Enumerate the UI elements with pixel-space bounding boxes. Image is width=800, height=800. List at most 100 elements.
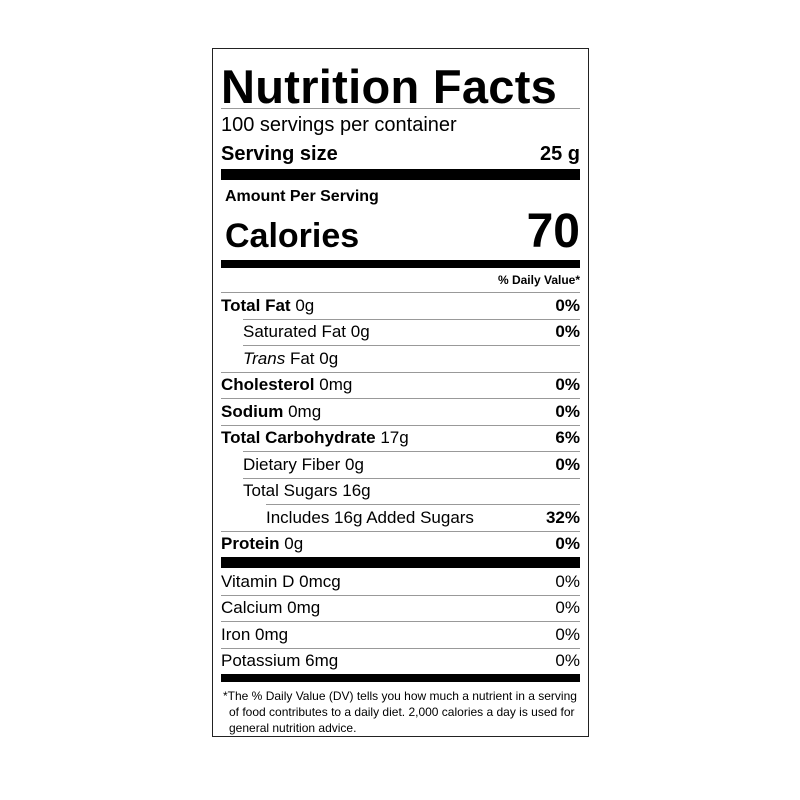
servings-per-container: 100 servings per container: [221, 114, 457, 136]
nutrient-content: Total Fat 0g 0%: [221, 292, 580, 319]
nutrient-daily-value: 6%: [555, 428, 580, 448]
calories-label: Calories: [225, 217, 360, 255]
nutrient-amount: 0mg: [319, 375, 353, 395]
nutrient-row: Sodium 0mg 0%: [221, 398, 580, 425]
nutrient-daily-value: 0%: [555, 401, 580, 421]
nutrient-content: Total Sugars 16g: [243, 478, 580, 505]
nutrient-name: Sodium: [221, 401, 284, 421]
amount-per-serving: Amount Per Serving: [225, 188, 379, 205]
divider: [221, 371, 580, 373]
vitamin-list: Vitamin D 0mcg 0% Calcium 0mg 0% Iron 0mg 0% P…: [221, 568, 580, 674]
nutrient-amount: 0g: [295, 295, 315, 315]
vitamin-amount: 0mg: [287, 598, 321, 618]
vitamin-name: Calcium: [221, 598, 283, 618]
nutrient-content: Trans Fat 0g: [243, 345, 580, 372]
nutrient-row: Total Sugars 16g: [221, 477, 580, 505]
nutrient-content: Sodium 0mg 0%: [221, 398, 580, 425]
footnote: *The % Daily Value (DV) tells you how mu…: [221, 688, 580, 736]
divider: [221, 108, 580, 109]
nutrient-name: Includes 16g Added Sugars: [266, 507, 474, 527]
nutrient-row: Saturated Fat 0g 0%: [221, 318, 580, 346]
nutrient-name-suffix: Fat: [289, 348, 315, 368]
nutrient-row: Total Fat 0g 0%: [221, 292, 580, 319]
nutrient-label: Total Carbohydrate 17g: [221, 428, 409, 448]
nutrient-row: Trans Fat 0g: [221, 345, 580, 372]
nutrient-label: Includes 16g Added Sugars: [266, 508, 474, 528]
serving-size-value: 25 g: [539, 143, 580, 165]
nutrient-daily-value: 0%: [555, 375, 580, 395]
footnote-text: The % Daily Value (DV) tells you how muc…: [227, 689, 577, 735]
nutrient-content: Protein 0g 0%: [221, 531, 580, 558]
nutrient-label: Total Fat 0g: [221, 296, 314, 316]
vitamin-name: Vitamin D: [221, 571, 295, 591]
divider: [221, 292, 580, 293]
daily-value-header: % Daily Value*: [497, 273, 580, 287]
nutrient-content: Cholesterol 0mg 0%: [221, 372, 580, 399]
calories-row: Calories 70: [221, 206, 580, 256]
divider: [266, 504, 580, 505]
nutrient-name: Dietary Fiber: [243, 454, 341, 474]
nutrient-daily-value: 0%: [555, 295, 580, 315]
nutrient-name: Protein: [221, 534, 280, 554]
nutrient-label: Sodium 0mg: [221, 402, 321, 422]
nutrient-amount: 0mg: [288, 401, 322, 421]
nutrient-label: Cholesterol 0mg: [221, 375, 352, 395]
nutrient-name: Total Carbohydrate: [221, 428, 376, 448]
nutrient-amount: 0g: [345, 454, 364, 474]
nutrient-content: Saturated Fat 0g 0%: [243, 319, 580, 346]
label-title: Nutrition Facts: [221, 60, 558, 113]
divider: [243, 318, 580, 320]
vitamin-daily-value: 0%: [555, 624, 580, 644]
divider: [221, 398, 580, 399]
nutrient-name: Cholesterol: [221, 375, 315, 395]
nutrient-amount: 17g: [380, 428, 409, 448]
nutrient-row: Includes 16g Added Sugars 32%: [221, 504, 580, 531]
vitamin-amount: 6mg: [305, 651, 339, 671]
nutrient-name: Trans: [243, 348, 286, 368]
divider: [221, 530, 580, 532]
nutrient-content: Includes 16g Added Sugars 32%: [266, 504, 580, 531]
nutrient-row: Total Carbohydrate 17g 6%: [221, 424, 580, 452]
nutrient-label: Total Sugars 16g: [243, 481, 371, 501]
vitamin-name: Potassium: [221, 651, 301, 671]
nutrient-daily-value: 0%: [555, 534, 580, 554]
footnote-mark: *: [223, 689, 228, 703]
nutrient-row: Protein 0g 0%: [221, 530, 580, 558]
vitamin-content: Calcium 0mg 0%: [221, 595, 580, 622]
vitamin-daily-value: 0%: [555, 651, 580, 671]
nutrient-amount: 0g: [319, 348, 339, 368]
vitamin-label: Vitamin D 0mcg: [221, 572, 341, 592]
vitamin-row: Vitamin D 0mcg 0%: [221, 568, 580, 595]
calories-value: 70: [526, 205, 580, 258]
divider: [221, 594, 580, 596]
vitamin-content: Vitamin D 0mcg 0%: [221, 568, 580, 595]
serving-size-label: Serving size: [221, 143, 338, 165]
nutrient-label: Trans Fat 0g: [243, 349, 338, 369]
nutrient-daily-value: 32%: [545, 507, 580, 527]
nutrient-name: Total Fat: [221, 295, 291, 315]
thick-divider: [221, 169, 580, 180]
nutrient-content: Total Carbohydrate 17g 6%: [221, 425, 580, 452]
serving-size: Serving size 25 g: [221, 139, 580, 169]
vitamin-daily-value: 0%: [555, 571, 580, 591]
vitamin-amount: 0mg: [255, 624, 289, 644]
nutrition-facts-label: Nutrition Facts 100 servings per contain…: [212, 48, 589, 737]
divider: [221, 424, 580, 426]
nutrient-label: Saturated Fat 0g: [243, 322, 370, 342]
vitamin-label: Calcium 0mg: [221, 598, 320, 618]
nutrient-name: Saturated Fat: [243, 322, 347, 342]
nutrient-amount: 0g: [350, 322, 370, 342]
nutrient-amount: 0g: [284, 534, 304, 554]
vitamin-name: Iron: [221, 624, 251, 644]
divider: [221, 647, 580, 649]
divider: [243, 345, 580, 346]
nutrient-row: Dietary Fiber 0g 0%: [221, 451, 580, 478]
nutrient-label: Protein 0g: [221, 534, 303, 554]
nutrient-row: Cholesterol 0mg 0%: [221, 371, 580, 399]
vitamin-label: Potassium 6mg: [221, 651, 338, 671]
nutrient-daily-value: 0%: [555, 322, 580, 342]
vitamin-daily-value: 0%: [555, 598, 580, 618]
vitamin-label: Iron 0mg: [221, 625, 288, 645]
thick-divider: [221, 260, 580, 268]
vitamin-row: Calcium 0mg 0%: [221, 594, 580, 622]
